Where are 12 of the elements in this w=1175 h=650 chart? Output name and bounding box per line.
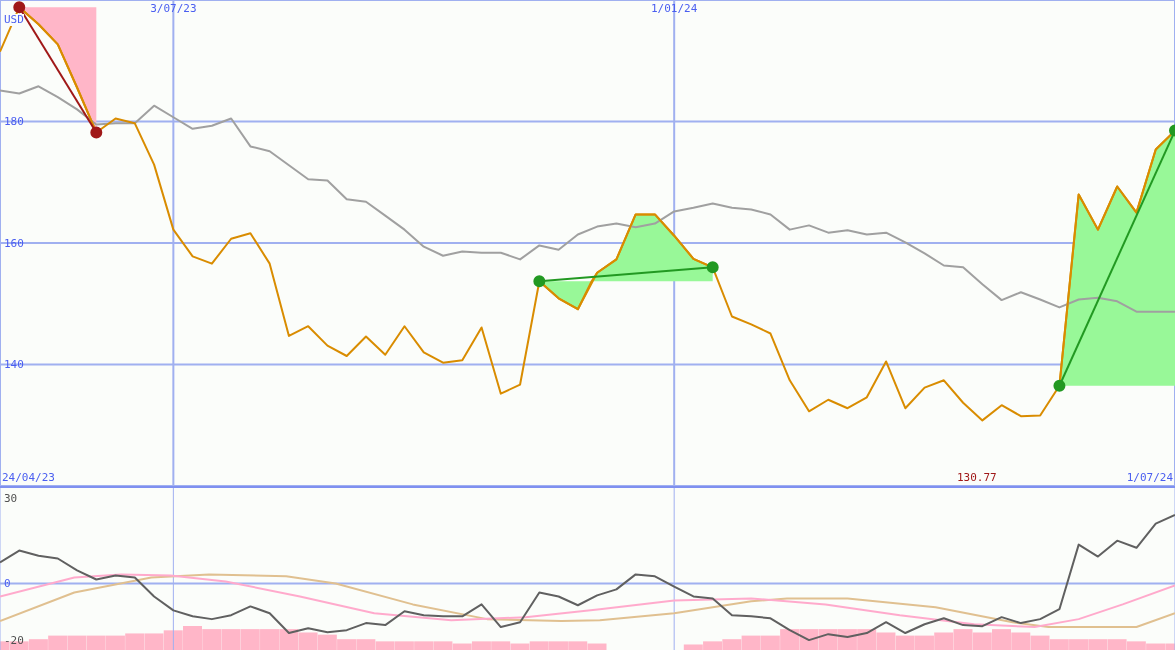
y-tick-label: 180 (4, 115, 24, 129)
annotation: USD (4, 13, 24, 26)
x-tick-label: 3/07/23 (150, 2, 197, 15)
annotation: 1/07/24 (1126, 471, 1173, 484)
y-tick-label: 0 (4, 577, 11, 591)
y-tick-label: -20 (4, 633, 24, 647)
annotation: 24/04/23 (2, 471, 55, 484)
y-tick-label: 30 (4, 492, 18, 506)
y-tick-label: 160 (4, 236, 24, 250)
annotation: 130.77 (957, 471, 997, 484)
y-tick-label: 140 (4, 358, 24, 372)
x-tick-label: 1/01/24 (651, 2, 698, 15)
